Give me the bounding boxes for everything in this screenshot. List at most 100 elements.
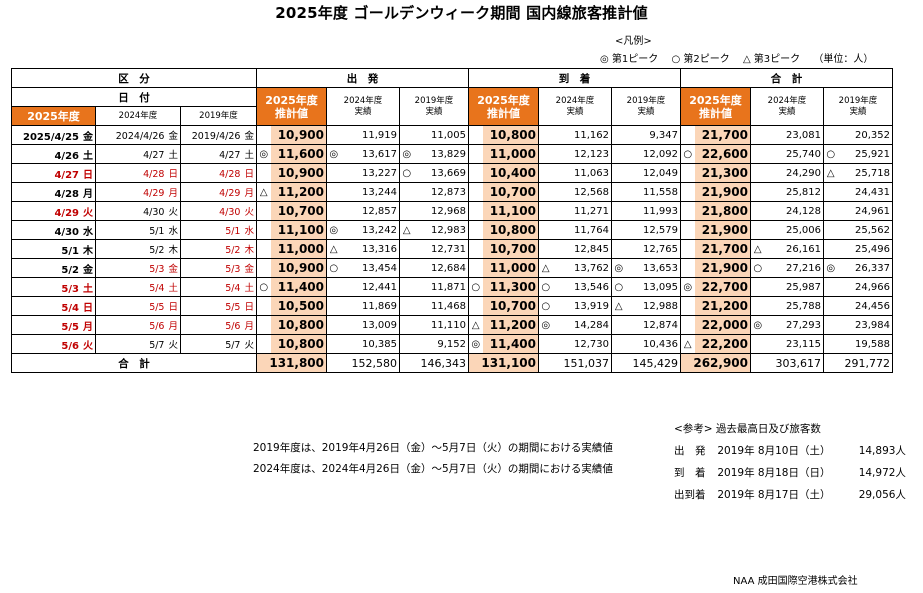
actual-value: 11,162 (552, 125, 612, 145)
estimate-value: 11,200 (270, 182, 327, 202)
total-actual: 145,429 (611, 353, 681, 373)
actual-value: 11,063 (552, 163, 612, 183)
actual-value: 13,454 (340, 258, 400, 278)
peak-marker (611, 334, 626, 354)
peak-marker: ◎ (750, 315, 765, 335)
peak-marker (680, 315, 695, 335)
weekday-text: 日 (168, 302, 178, 313)
total-actual: 152,580 (326, 353, 400, 373)
weekday-text: 日 (168, 169, 178, 180)
actual-value: 24,961 (837, 201, 893, 221)
date-text: 2019/4/26 (191, 131, 241, 142)
peak-marker (326, 201, 341, 221)
weekday-text: 金 (83, 264, 93, 276)
actual-value: 13,316 (340, 239, 400, 259)
date-2019-cell: 5/2 木 (180, 239, 257, 259)
total-row: 合 計 131,800 152,580 146,343 131,100 151,037 14… (11, 353, 893, 373)
date-2024-cell: 4/28 日 (95, 163, 181, 183)
estimate-value: 11,100 (482, 201, 539, 221)
peak-marker (750, 163, 765, 183)
page-title: 2025年度 ゴールデンウィーク期間 国内線旅客推計値 (275, 4, 648, 22)
peak-marker: ◎ (468, 334, 483, 354)
legend-header: <凡例> (615, 36, 652, 47)
peak-marker (823, 277, 838, 297)
actual-value: 24,966 (837, 277, 893, 297)
date-text: 5/3 (61, 283, 79, 295)
peak-marker: ○ (326, 258, 341, 278)
date-text: 5/7 (149, 340, 165, 351)
header-departure: 出 発 (256, 68, 469, 88)
total-estimate: 262,900 (680, 353, 751, 373)
estimate-value: 11,400 (482, 334, 539, 354)
total-estimate: 131,800 (256, 353, 327, 373)
estimate-value: 11,100 (270, 220, 327, 240)
actual-value: 12,857 (340, 201, 400, 221)
date-2025-cell: 4/28 月 (11, 182, 96, 202)
peak-marker: ○ (611, 277, 626, 297)
arr-2024-header: 2024年度 実績 (538, 87, 612, 126)
date-2024-cell: 5/2 木 (95, 239, 181, 259)
date-2019-cell: 4/27 土 (180, 144, 257, 164)
estimate-value: 22,200 (694, 334, 751, 354)
dep-est-header: 2025年度 推計値 (256, 87, 327, 126)
weekday-text: 土 (168, 150, 178, 161)
reference-header: <参考> 過去最高日及び旅客数 (674, 423, 821, 435)
estimate-value: 21,700 (694, 125, 751, 145)
actual-value: 11,919 (340, 125, 400, 145)
date-text: 4/29 (54, 207, 79, 219)
weekday-text: 土 (244, 283, 254, 294)
year-2025-header: 2025年度 (11, 106, 96, 126)
legend: ◎ 第1ピーク ○ 第2ピーク △ 第3ピーク （単位：人） (600, 50, 883, 65)
weekday-text: 金 (168, 264, 178, 275)
table-row: 4/27 日 4/28 日 4/28 日 10,900 13,227 ○ 13,669 10,400… (11, 163, 893, 183)
table-row: 5/3 土 5/4 土 5/4 土 ○ 11,400 12,441 11,871 ○ 11,300 ○ 1… (11, 277, 893, 297)
total-estimate: 131,100 (468, 353, 539, 373)
peak-marker (399, 334, 414, 354)
date-text: 5/2 (225, 245, 241, 256)
peak-marker (326, 125, 341, 145)
date-text: 4/27 (219, 150, 241, 161)
weekday-text: 火 (83, 207, 93, 219)
date-2019-cell: 5/3 金 (180, 258, 257, 278)
estimate-value: 22,600 (694, 144, 751, 164)
estimate-value: 11,000 (270, 239, 327, 259)
year-2019-header: 2019年度 (180, 106, 257, 126)
total-actual: 303,617 (750, 353, 824, 373)
peak-marker: △ (823, 163, 838, 183)
estimate-value: 21,300 (694, 163, 751, 183)
actual-value: 23,984 (837, 315, 893, 335)
peak-marker (256, 201, 271, 221)
peak-marker (468, 163, 483, 183)
peak-marker: ◎ (399, 144, 414, 164)
actual-value: 12,765 (625, 239, 681, 259)
peak-marker (538, 144, 553, 164)
weekday-text: 土 (168, 283, 178, 294)
estimate-value: 10,900 (270, 125, 327, 145)
actual-value: 25,788 (764, 296, 824, 316)
date-2024-cell: 5/3 金 (95, 258, 181, 278)
weekday-text: 日 (244, 302, 254, 313)
note-2024: 2024年度は、2024年4月26日（金）～5月7日（火）の期間における実績値 (253, 463, 613, 475)
actual-value: 12,579 (625, 220, 681, 240)
legend-unit: （単位：人） (813, 54, 874, 65)
actual-value: 11,271 (552, 201, 612, 221)
legend-first-peak: ◎ 第1ピーク (600, 54, 659, 65)
date-text: 5/1 (225, 226, 241, 237)
peak-marker: ○ (399, 163, 414, 183)
peak-marker (468, 258, 483, 278)
peak-marker (680, 239, 695, 259)
peak-marker: ◎ (823, 258, 838, 278)
estimate-value: 10,900 (270, 258, 327, 278)
peak-marker (750, 125, 765, 145)
date-2024-cell: 5/5 日 (95, 296, 181, 316)
peak-marker (256, 334, 271, 354)
peak-marker (611, 163, 626, 183)
peak-marker (326, 296, 341, 316)
actual-value: 10,385 (340, 334, 400, 354)
date-text: 5/3 (225, 264, 241, 275)
weekday-text: 火 (244, 207, 254, 218)
date-text: 5/5 (149, 302, 165, 313)
date-text: 5/3 (149, 264, 165, 275)
actual-value: 13,546 (552, 277, 612, 297)
date-text: 5/2 (149, 245, 165, 256)
